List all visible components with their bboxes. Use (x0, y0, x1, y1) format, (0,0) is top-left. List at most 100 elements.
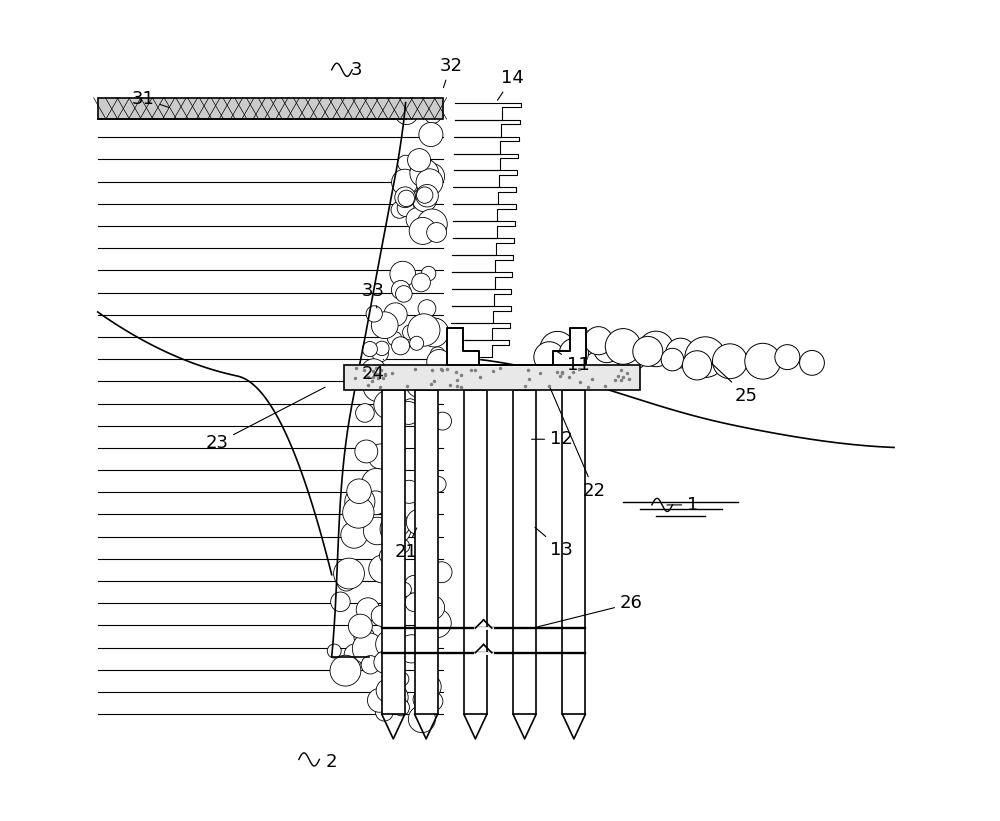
Circle shape (584, 327, 613, 355)
Circle shape (405, 576, 423, 594)
Circle shape (347, 479, 371, 503)
Circle shape (419, 122, 443, 147)
Circle shape (356, 598, 380, 621)
Text: 32: 32 (439, 57, 462, 88)
Circle shape (633, 337, 663, 366)
Circle shape (397, 200, 414, 217)
Circle shape (374, 651, 396, 673)
Circle shape (431, 562, 452, 583)
Circle shape (395, 187, 416, 208)
Circle shape (363, 369, 395, 402)
Circle shape (362, 342, 377, 356)
Circle shape (372, 346, 388, 362)
Circle shape (430, 347, 445, 362)
Circle shape (415, 628, 429, 643)
Circle shape (638, 331, 674, 367)
Circle shape (712, 344, 747, 378)
Circle shape (397, 582, 411, 597)
Circle shape (425, 692, 443, 710)
Bar (513, 390, 536, 714)
Circle shape (391, 281, 410, 300)
Circle shape (685, 337, 726, 378)
Bar (562, 390, 585, 714)
Circle shape (356, 404, 374, 422)
Circle shape (419, 163, 445, 189)
Circle shape (414, 497, 428, 510)
Circle shape (375, 342, 389, 355)
Circle shape (352, 633, 384, 664)
Circle shape (402, 492, 433, 523)
Circle shape (800, 351, 824, 375)
Circle shape (666, 338, 695, 368)
Circle shape (371, 605, 392, 626)
Circle shape (395, 101, 418, 125)
Circle shape (396, 539, 410, 553)
Circle shape (344, 644, 366, 666)
Circle shape (376, 704, 393, 721)
Circle shape (775, 345, 800, 369)
Circle shape (427, 222, 447, 242)
Circle shape (408, 314, 440, 346)
Circle shape (387, 399, 404, 417)
Circle shape (418, 300, 436, 318)
Circle shape (331, 592, 350, 612)
Circle shape (398, 155, 414, 172)
Circle shape (405, 593, 424, 612)
Circle shape (420, 318, 449, 347)
Text: 26: 26 (536, 594, 643, 627)
Circle shape (392, 169, 418, 195)
Text: 33: 33 (361, 282, 384, 308)
Circle shape (392, 337, 410, 355)
Circle shape (369, 555, 397, 583)
Circle shape (376, 679, 400, 703)
Circle shape (427, 350, 451, 374)
Circle shape (424, 106, 441, 123)
Circle shape (354, 626, 374, 647)
Circle shape (382, 558, 401, 577)
Circle shape (362, 469, 391, 498)
Circle shape (366, 305, 382, 322)
Circle shape (380, 513, 411, 544)
Circle shape (410, 337, 424, 351)
Circle shape (682, 351, 712, 380)
Circle shape (368, 444, 393, 469)
Text: 3: 3 (351, 61, 362, 79)
Circle shape (398, 635, 426, 663)
Text: 14: 14 (497, 69, 524, 100)
Circle shape (422, 608, 451, 638)
Text: 21: 21 (394, 528, 417, 561)
Text: 1: 1 (667, 496, 699, 514)
Circle shape (403, 325, 417, 340)
Circle shape (383, 510, 410, 537)
Circle shape (594, 337, 620, 363)
Circle shape (408, 705, 435, 732)
Circle shape (330, 655, 361, 686)
Circle shape (415, 158, 435, 178)
Circle shape (417, 209, 447, 239)
Circle shape (559, 338, 588, 368)
Circle shape (403, 399, 417, 413)
Circle shape (409, 218, 436, 245)
Text: 22: 22 (550, 388, 606, 500)
Text: 2: 2 (326, 753, 337, 771)
Circle shape (327, 644, 341, 658)
Circle shape (367, 689, 391, 713)
Circle shape (395, 672, 409, 686)
Circle shape (416, 185, 438, 207)
Circle shape (661, 348, 684, 371)
Circle shape (348, 614, 372, 638)
Circle shape (569, 330, 596, 356)
Circle shape (398, 190, 414, 207)
Circle shape (408, 149, 431, 172)
Bar (464, 390, 487, 714)
Circle shape (430, 476, 446, 493)
Circle shape (434, 412, 452, 430)
Polygon shape (344, 365, 640, 390)
Circle shape (363, 517, 391, 545)
Circle shape (421, 266, 436, 281)
Circle shape (337, 572, 356, 591)
Circle shape (417, 187, 433, 204)
Circle shape (390, 261, 416, 287)
Circle shape (397, 480, 420, 503)
Circle shape (413, 690, 433, 709)
